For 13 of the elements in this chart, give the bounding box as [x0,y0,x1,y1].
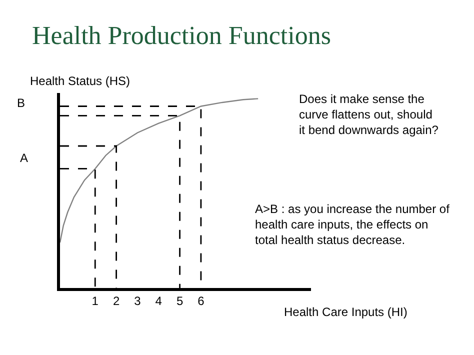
annotation: A>B : as you increase the number of health care inputs, the effects on total health status decrease. [255,202,450,248]
x-tick-label: 5 [176,294,184,308]
x-tick-label: 3 [134,294,142,308]
y-axis-title: Health Status (HS) [30,74,130,88]
x-tick-label: 6 [198,294,205,308]
text: B [17,96,26,110]
chart-title: Health Production Functions [32,21,331,50]
x-axis-title: Health Care Inputs (HI) [284,305,408,319]
annotation: Does it make sense the curve flattens out, should it bend downwards again? [299,92,439,138]
x-tick-label: 1 [92,294,99,308]
x-tick-label: 2 [112,294,120,308]
x-tick-label: 4 [155,294,162,308]
text: A [20,151,28,165]
